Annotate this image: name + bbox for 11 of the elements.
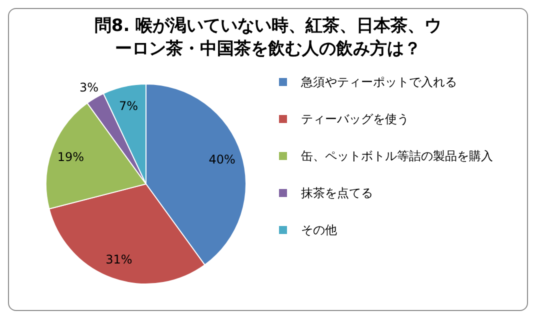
data-label: 7% bbox=[119, 98, 138, 113]
data-label: 3% bbox=[79, 80, 99, 95]
legend-label: 缶、ペットボトル等詰の製品を購入 bbox=[301, 148, 493, 164]
legend-label: その他 bbox=[301, 222, 337, 238]
chart-title: 問8. 喉が渇いていない時、紅茶、日本茶、ウーロン茶・中国茶を飲む人の飲み方は？ bbox=[93, 15, 443, 61]
data-label: 40% bbox=[208, 152, 236, 166]
data-label: 19% bbox=[57, 150, 84, 164]
legend-label: 急須やティーポットで入れる bbox=[301, 74, 457, 90]
legend-label: ティーバッグを使う bbox=[301, 110, 409, 128]
data-label: 31% bbox=[106, 252, 132, 266]
legend-label: 抹茶を点てる bbox=[301, 184, 373, 202]
